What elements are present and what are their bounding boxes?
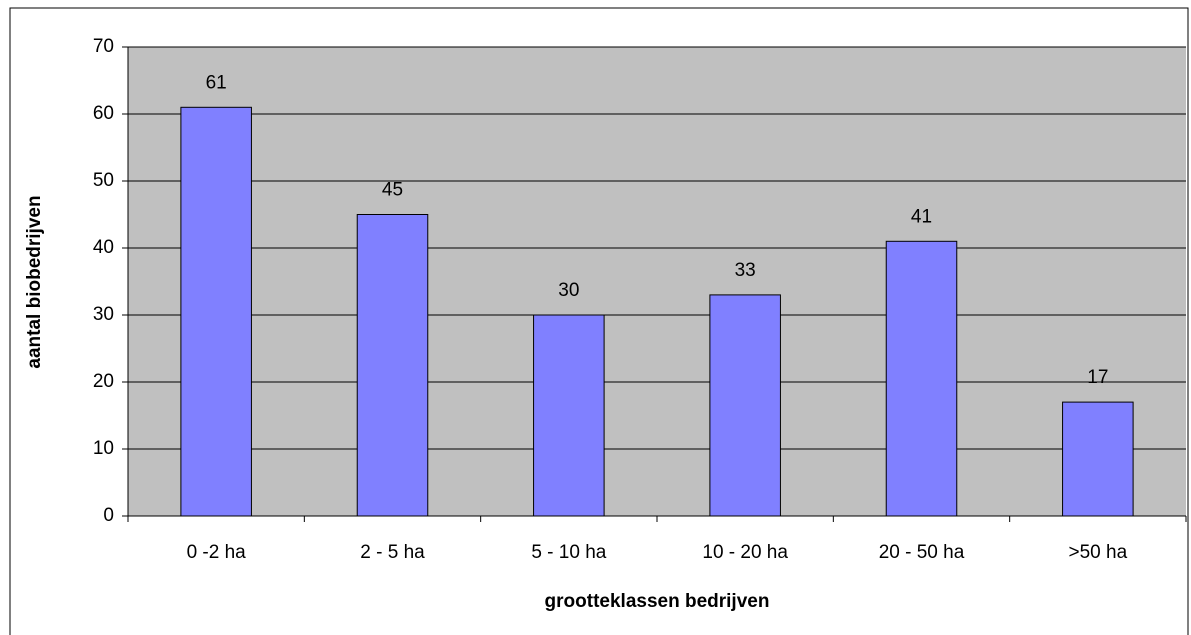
data-label: 30 — [558, 280, 579, 301]
y-tick-label: 40 — [93, 237, 114, 258]
plot-area — [128, 47, 1186, 516]
data-label: 45 — [382, 180, 403, 201]
y-tick-label: 30 — [93, 304, 114, 325]
y-tick-label: 10 — [93, 438, 114, 459]
y-tick-label: 60 — [93, 103, 114, 124]
data-label: 17 — [1087, 367, 1108, 388]
x-axis-title: grootteklassen bedrijven — [545, 591, 770, 612]
y-tick-label: 20 — [93, 371, 114, 392]
x-tick-label: 0 -2 ha — [187, 542, 247, 563]
x-tick-label: 5 - 10 ha — [531, 542, 606, 563]
x-tick-label: >50 ha — [1069, 542, 1128, 563]
data-label: 61 — [206, 72, 227, 93]
y-tick-label: 70 — [93, 36, 114, 57]
bar — [356, 214, 429, 517]
y-axis-title: aantal biobedrijven — [24, 195, 45, 368]
bar — [533, 314, 605, 517]
data-label: 41 — [911, 206, 932, 227]
bar — [180, 106, 252, 517]
y-tick-label: 0 — [103, 505, 114, 526]
x-tick-label: 2 - 5 ha — [360, 542, 425, 563]
bar — [709, 294, 781, 517]
data-label: 33 — [735, 260, 756, 281]
bar — [1062, 401, 1134, 517]
y-tick-label: 50 — [93, 170, 114, 191]
bar — [885, 240, 958, 517]
x-tick-label: 10 - 20 ha — [702, 542, 788, 563]
x-tick-label: 20 - 50 ha — [879, 542, 965, 563]
